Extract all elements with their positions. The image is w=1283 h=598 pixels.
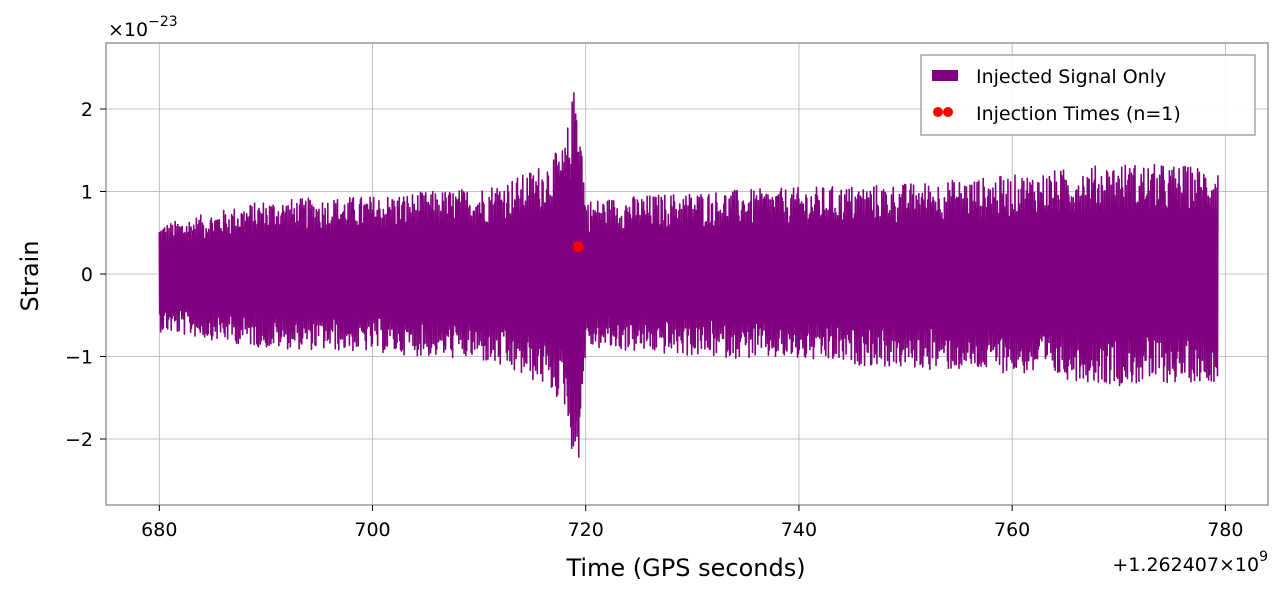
y-tick-label: 2 xyxy=(81,99,93,121)
x-tick-label: 780 xyxy=(1207,519,1243,541)
signal-line xyxy=(158,92,1219,458)
x-tick-label: 720 xyxy=(568,519,604,541)
x-tick-label: 760 xyxy=(994,519,1030,541)
y-axis-title: Strain xyxy=(16,240,44,311)
x-tick-label: 680 xyxy=(141,519,177,541)
injection-point xyxy=(572,241,584,253)
x-tick-label: 740 xyxy=(781,519,817,541)
legend-marker-injection-2 xyxy=(943,107,953,117)
legend-label-signal: Injected Signal Only xyxy=(976,66,1166,88)
x-offset-label: +1.262407×109 xyxy=(1112,549,1268,576)
x-tick-label: 700 xyxy=(354,519,390,541)
y-tick-label: 1 xyxy=(81,182,93,204)
y-tick-label: −1 xyxy=(65,347,93,369)
legend-marker-injection-1 xyxy=(933,107,943,117)
legend-swatch-signal xyxy=(932,70,958,81)
y-tick-label: −2 xyxy=(65,429,93,451)
legend: Injected Signal Only Injection Times (n=… xyxy=(920,54,1256,136)
y-scale-label: ×10−23 xyxy=(108,14,178,41)
y-tick-label: 0 xyxy=(81,264,93,286)
injection-points xyxy=(572,241,584,253)
axis-ticks: 680 700 720 740 760 780 2 1 0 −1 −2 xyxy=(65,99,1244,541)
legend-label-injection: Injection Times (n=1) xyxy=(976,103,1181,125)
signal-series xyxy=(158,92,1219,458)
x-axis-title: Time (GPS seconds) xyxy=(565,554,805,582)
legend-box xyxy=(920,54,1256,136)
